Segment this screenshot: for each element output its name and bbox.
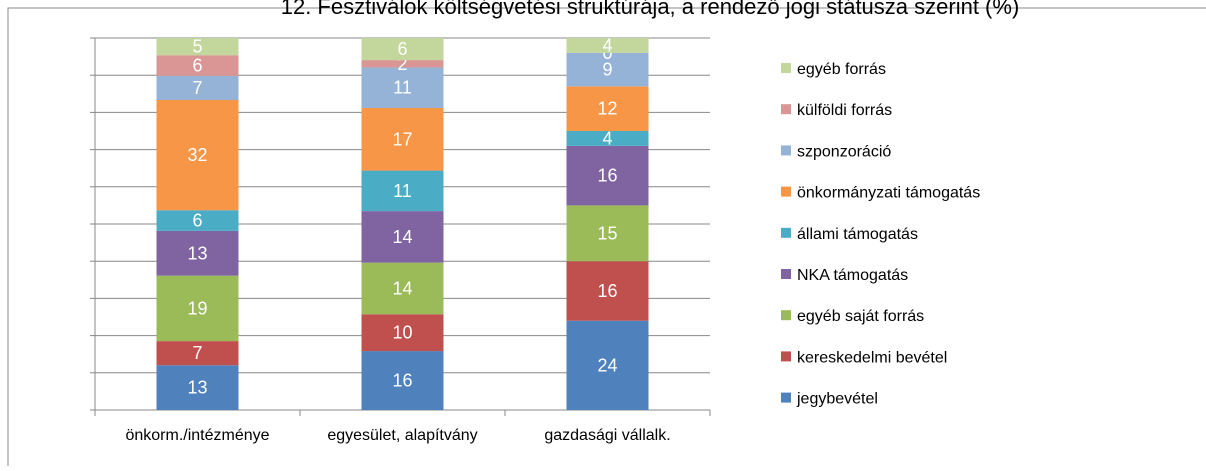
legend-label: jegybevétel — [796, 391, 878, 408]
data-label: 14 — [392, 278, 412, 298]
bar-segment — [566, 261, 649, 321]
legend-label: külföldi forrás — [797, 102, 892, 119]
legend-swatch — [781, 392, 791, 403]
bar-segment — [156, 365, 239, 410]
bar-segment — [156, 275, 239, 342]
data-label: 7 — [192, 78, 202, 98]
bar-segment — [566, 131, 649, 146]
data-label: 16 — [597, 281, 617, 301]
legend-label: kereskedelmi bevétel — [797, 349, 947, 366]
data-label: 15 — [597, 223, 617, 243]
bar-segment — [566, 205, 649, 262]
data-label: 13 — [187, 243, 207, 263]
legend-label: önkormányzati támogatás — [797, 185, 980, 202]
data-label: 6 — [397, 39, 407, 59]
legend-swatch — [781, 104, 791, 115]
legend-label: állami támogatás — [797, 226, 918, 243]
x-tick-label: egyesület, alapítvány — [327, 427, 477, 444]
legend-label: szponzoráció — [797, 143, 891, 160]
data-label: 11 — [393, 78, 412, 98]
data-label: 5 — [192, 37, 202, 57]
data-label: 12 — [597, 99, 617, 119]
legend-swatch — [781, 145, 791, 156]
bar-segment — [156, 75, 239, 100]
legend-swatch — [781, 351, 791, 362]
data-label: 7 — [192, 343, 202, 363]
data-label: 32 — [187, 145, 207, 165]
bar-segment — [361, 351, 444, 410]
data-label: 17 — [392, 129, 412, 149]
bar-segment — [156, 55, 239, 76]
chart-title: 12. Fesztiválok költségvetési struktúráj… — [281, 0, 1020, 19]
x-tick-label: önkorm./intézménye — [125, 427, 269, 444]
bar-segment — [156, 210, 239, 231]
data-label: 16 — [392, 371, 412, 391]
bar-segment — [156, 341, 239, 366]
bar-segment — [361, 211, 444, 263]
legend-label: NKA támogatás — [797, 267, 908, 284]
bar-segment — [361, 314, 444, 352]
bar-segment — [361, 170, 444, 212]
bar-segment — [361, 38, 444, 61]
bar-segment — [566, 38, 649, 53]
bar-segment — [566, 145, 649, 206]
legend-swatch — [781, 186, 791, 197]
bar-segment — [361, 67, 444, 108]
legend-swatch — [781, 63, 791, 73]
bar-segment — [156, 100, 239, 211]
chart-frame — [7, 7, 1206, 471]
data-label: 10 — [392, 323, 412, 343]
data-label: 16 — [597, 166, 617, 186]
x-tick-label: gazdasági vállalk. — [544, 427, 670, 444]
data-label: 6 — [192, 211, 202, 231]
data-label: 13 — [187, 378, 207, 398]
legend-label: egyéb forrás — [797, 61, 886, 78]
data-label: 14 — [392, 227, 412, 247]
bar-segment — [361, 60, 444, 68]
data-label: 19 — [187, 298, 207, 318]
legend-swatch — [781, 227, 791, 238]
legend-swatch — [781, 310, 791, 321]
data-label: 6 — [192, 56, 202, 76]
bar-segment — [566, 52, 649, 87]
bar-segment — [566, 320, 649, 410]
data-label: 4 — [602, 35, 612, 55]
bar-segment — [361, 262, 444, 315]
bar-segment — [361, 107, 444, 171]
data-label: 24 — [597, 355, 617, 375]
data-label: 11 — [393, 181, 412, 201]
bar-segment — [156, 38, 239, 56]
bar-segment — [156, 230, 239, 276]
data-label: 4 — [602, 128, 612, 148]
data-label: 2 — [397, 54, 407, 74]
data-label: 9 — [602, 60, 612, 80]
legend-label: egyéb saját forrás — [797, 308, 924, 325]
legend-swatch — [781, 269, 791, 279]
bar-segment — [566, 86, 649, 131]
